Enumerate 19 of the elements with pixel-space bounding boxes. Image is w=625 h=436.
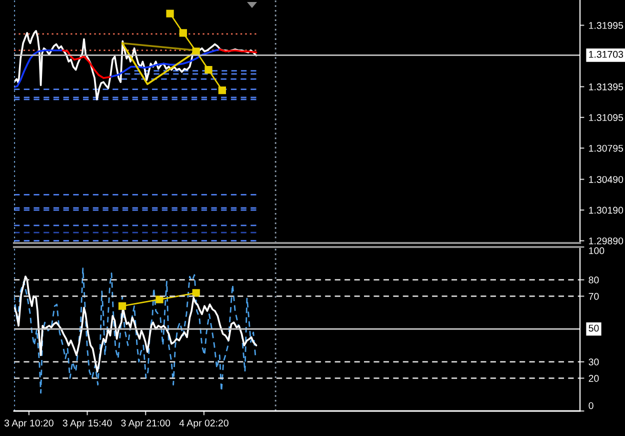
y-tick-label: 1.30190 — [589, 206, 624, 214]
y-tick-label: 70 — [588, 292, 599, 300]
x-tick-label: 3 Apr 21:00 — [121, 420, 170, 428]
y-tick-label: 80 — [588, 276, 599, 284]
y-tick-label: 0 — [588, 402, 594, 410]
y-tick-label: 30 — [588, 358, 599, 366]
x-tick-label: 3 Apr 10:20 — [4, 420, 54, 428]
y-tick-label: 1.31995 — [589, 22, 624, 29]
y-tick-label: 20 — [588, 374, 599, 382]
ref-line-label: 50 — [588, 324, 599, 332]
x-tick-label: 3 Apr 15:40 — [62, 420, 112, 428]
y-tick-label: 1.31095 — [589, 114, 624, 122]
ref-line-label: 1.31703 — [589, 50, 624, 58]
x-tick-label: 4 Apr 02:20 — [179, 420, 228, 428]
y-tick-label: 1.30795 — [589, 144, 624, 152]
y-tick-label: 1.29890 — [589, 237, 624, 244]
y-tick-label: 1.31395 — [589, 83, 624, 90]
y-tick-label: 1.30490 — [589, 176, 624, 183]
y-tick-label: 100 — [589, 247, 604, 254]
